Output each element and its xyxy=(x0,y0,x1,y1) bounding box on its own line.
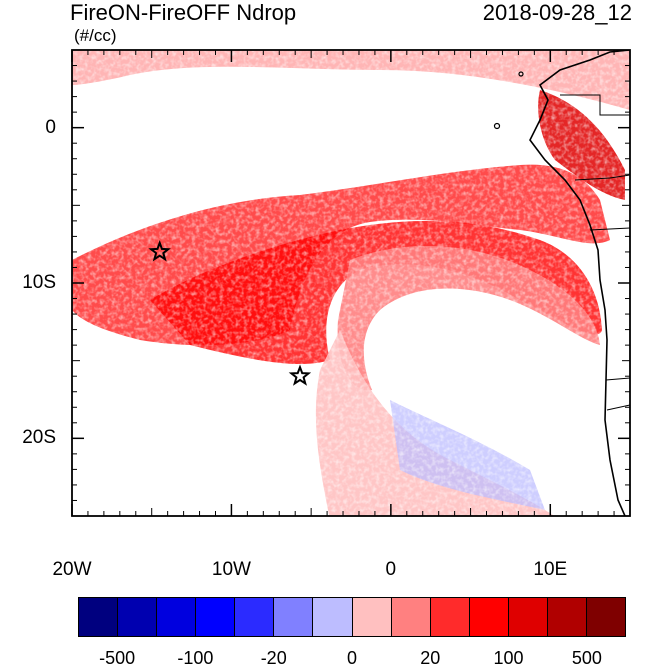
site-markers xyxy=(148,239,312,386)
units-label: (#/cc) xyxy=(74,26,117,45)
ndrop-field xyxy=(72,50,630,516)
border-line xyxy=(574,174,630,181)
colorbar xyxy=(78,597,626,637)
colorbar-label: 100 xyxy=(493,648,524,668)
colorbar-swatch xyxy=(391,598,431,636)
island xyxy=(518,71,524,77)
colorbar-swatch xyxy=(547,598,588,636)
colorbar-swatch xyxy=(157,598,197,636)
lat-tick-label: 0 xyxy=(45,116,56,138)
colorbar-label: 500 xyxy=(571,648,602,668)
lat-tick-label: 10S xyxy=(22,272,56,293)
speckle-overlay xyxy=(72,50,630,516)
plot-date: 2018-09-28_12 xyxy=(482,0,632,25)
plot-title: FireON-FireOFF Ndrop xyxy=(70,0,297,25)
colorbar-swatch xyxy=(274,598,314,636)
colorbar-swatch xyxy=(469,598,509,636)
colorbar-swatch xyxy=(508,598,548,636)
lon-tick-label: 10W xyxy=(211,559,251,580)
colorbar-swatch xyxy=(118,598,158,636)
colorbar-label: -500 xyxy=(99,648,136,668)
star-marker xyxy=(148,239,171,262)
border-line xyxy=(589,227,630,231)
lon-tick-label: 10E xyxy=(533,559,568,580)
lat-tick-label: 20S xyxy=(22,427,56,449)
colorbar-swatch xyxy=(196,598,236,636)
plot-frame xyxy=(71,49,631,517)
colorbar-label: -100 xyxy=(177,648,214,668)
colorbar-swatch xyxy=(235,598,275,636)
star-marker xyxy=(288,364,312,386)
colorbar-swatch xyxy=(352,598,392,636)
border-line xyxy=(605,377,630,381)
colorbar-swatch xyxy=(79,598,119,636)
colorbar-label: 20 xyxy=(420,648,441,668)
lon-tick-label: 20W xyxy=(52,559,92,580)
island xyxy=(493,122,501,130)
map-plot xyxy=(71,49,631,517)
colorbar-label: 0 xyxy=(346,648,357,668)
colorbar-label: -20 xyxy=(260,648,287,668)
coastline xyxy=(529,50,630,516)
colorbar-swatch xyxy=(313,598,353,636)
border-line xyxy=(606,404,630,411)
border-line xyxy=(560,94,630,116)
colorbar-swatch xyxy=(587,598,626,636)
colorbar-swatch xyxy=(430,598,470,636)
lon-tick-label: 0 xyxy=(385,559,397,580)
